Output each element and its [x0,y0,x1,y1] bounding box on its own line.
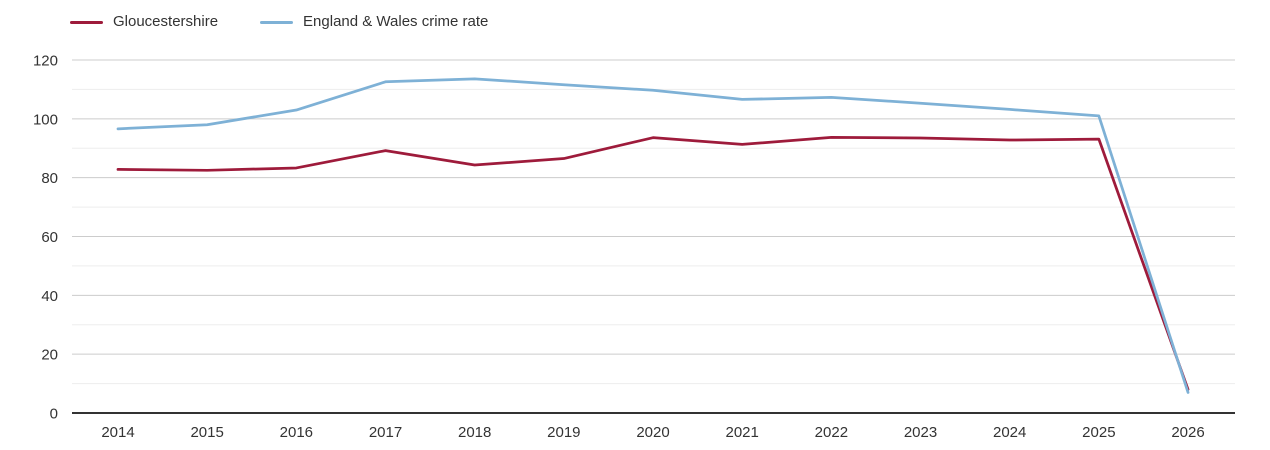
y-axis-label: 80 [41,170,58,187]
series-line-england-wales-crime-rate [116,77,1190,394]
x-axis-label: 2024 [993,424,1026,441]
chart-legend: Gloucestershire England & Wales crime ra… [70,14,488,30]
x-axis-label: 2019 [547,424,580,441]
legend-label-gloucestershire: Gloucestershire [113,13,219,30]
legend-item-england-wales[interactable]: England & Wales crime rate [260,14,488,30]
x-axis-label: 2015 [190,424,223,441]
legend-item-gloucestershire[interactable]: Gloucestershire [70,14,218,30]
x-axis-label: 2020 [636,424,669,441]
legend-swatch-england-wales-line [260,20,294,24]
y-axis-label: 40 [41,288,58,305]
y-axis-label: 20 [41,347,58,364]
x-axis-label: 2016 [280,424,313,441]
x-axis-label: 2023 [904,424,937,441]
legend-label-england-wales: England & Wales crime rate [303,13,489,30]
y-axis-label: 60 [41,229,58,246]
x-axis-label: 2018 [458,424,491,441]
y-axis-label: 120 [33,53,58,70]
x-axis-label: 2025 [1082,424,1115,441]
x-axis-label: 2022 [815,424,848,441]
legend-swatch-gloucestershire-line [70,20,103,24]
x-axis-label: 2017 [369,424,402,441]
series-line-gloucestershire [116,135,1190,391]
x-axis-label: 2021 [726,424,759,441]
x-axis-label: 2014 [101,424,134,441]
x-axis-label: 2026 [1171,424,1204,441]
y-axis-label: 100 [33,111,58,128]
y-axis-label: 0 [50,406,58,423]
